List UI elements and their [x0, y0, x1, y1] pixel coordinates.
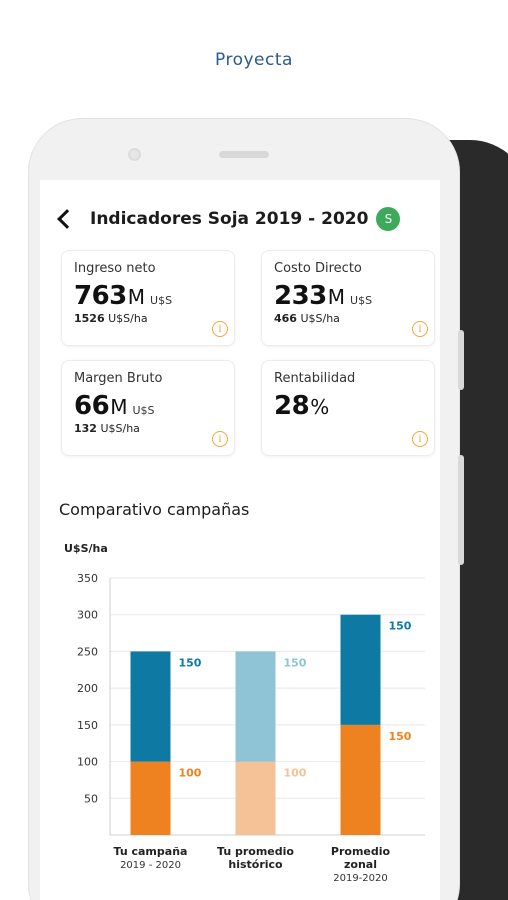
card-margen-bruto[interactable]: Margen Bruto 66 M U$S 132 U$S/ha i [61, 360, 235, 456]
bar-data-label: 100 [179, 767, 202, 780]
card-label: Margen Bruto [74, 371, 163, 386]
crop-badge: S [376, 207, 401, 231]
x-category-label: Promedio [331, 845, 391, 858]
card-label: Rentabilidad [274, 371, 356, 386]
card-subvalue-number: 132 [74, 422, 97, 435]
card-label: Ingreso neto [74, 261, 156, 276]
card-value: 28 % [274, 391, 422, 421]
back-arrow-icon[interactable] [57, 209, 77, 229]
y-tick-label: 200 [77, 682, 98, 695]
bar-data-label: 150 [389, 620, 412, 633]
bar-data-label: 100 [284, 767, 307, 780]
card-subvalue-number: 466 [274, 312, 297, 325]
card-value-currency: U$S [150, 294, 173, 307]
card-subvalue-unit: U$S/ha [108, 312, 148, 325]
card-value-number: 28 [274, 391, 310, 421]
bar-data-label: 150 [389, 730, 412, 743]
y-tick-label: 250 [77, 645, 98, 658]
x-category-label: histórico [228, 858, 283, 871]
screen-header: Indicadores Soja 2019 - 2020 S [56, 204, 436, 234]
info-icon[interactable]: i [212, 321, 228, 337]
card-value-magnitude: M [127, 285, 146, 309]
card-label: Costo Directo [274, 261, 362, 276]
card-subvalue-number: 1526 [74, 312, 105, 325]
card-subvalue-unit: U$S/ha [100, 422, 140, 435]
card-value-magnitude: M [327, 285, 346, 309]
card-value-currency: U$S [132, 404, 155, 417]
card-value-magnitude: M [110, 395, 128, 419]
section-title: Comparativo campañas [59, 500, 250, 519]
phone-volume-button [458, 455, 464, 565]
card-costo-directo[interactable]: Costo Directo 233 M U$S 466 U$S/ha i [261, 250, 435, 346]
card-value-number: 66 [74, 391, 110, 421]
x-category-label: zonal [344, 858, 377, 871]
card-value: 66 M U$S [74, 391, 222, 421]
promo-title: Proyecta [215, 50, 293, 70]
card-value: 233 M U$S [274, 281, 422, 311]
bar-segment [130, 761, 171, 835]
card-ingreso-neto[interactable]: Ingreso neto 763 M U$S 1526 U$S/ha i [61, 250, 235, 346]
bar-segment [130, 651, 171, 762]
card-value: 763 M U$S [74, 281, 222, 311]
x-category-subtitle: 2019-2020 [333, 873, 388, 884]
x-category-label: Tu promedio [217, 845, 294, 858]
card-rentabilidad[interactable]: Rentabilidad 28 % i [261, 360, 435, 456]
x-category-subtitle: 2019 - 2020 [120, 860, 181, 871]
page-title: Indicadores Soja 2019 - 2020 [90, 209, 369, 229]
card-subvalue-unit: U$S/ha [300, 312, 340, 325]
info-icon[interactable]: i [412, 321, 428, 337]
info-icon[interactable]: i [412, 431, 428, 447]
chart-y-unit: U$S/ha [64, 542, 108, 555]
card-value-magnitude: % [310, 395, 330, 419]
card-value-currency: U$S [350, 294, 373, 307]
bar-data-label: 150 [284, 656, 307, 669]
card-subvalue: 132 U$S/ha [74, 422, 222, 435]
info-icon[interactable]: i [212, 431, 228, 447]
speaker-grille [219, 151, 269, 158]
card-subvalue: 1526 U$S/ha [74, 312, 222, 325]
bar-segment [340, 614, 381, 725]
bar-segment [340, 724, 381, 835]
card-subvalue: 466 U$S/ha [274, 312, 422, 325]
y-tick-label: 300 [77, 609, 98, 622]
card-value-number: 233 [274, 281, 327, 311]
y-tick-label: 100 [77, 756, 98, 769]
phone-side-button [458, 330, 464, 390]
app-screen: Indicadores Soja 2019 - 2020 S Ingreso n… [40, 180, 440, 900]
bar-data-label: 150 [179, 656, 202, 669]
comparison-bar-chart: 50 100 150 200 250 300 350 100 150 Tu campaña 2019… [77, 572, 425, 884]
y-tick-label: 50 [84, 792, 98, 805]
y-tick-label: 150 [77, 719, 98, 732]
bar-segment [235, 651, 276, 762]
bar-segment [235, 761, 276, 835]
card-value-number: 763 [74, 281, 127, 311]
camera-icon [128, 148, 141, 161]
x-category-label: Tu campaña [114, 845, 188, 858]
y-tick-label: 350 [77, 572, 98, 585]
